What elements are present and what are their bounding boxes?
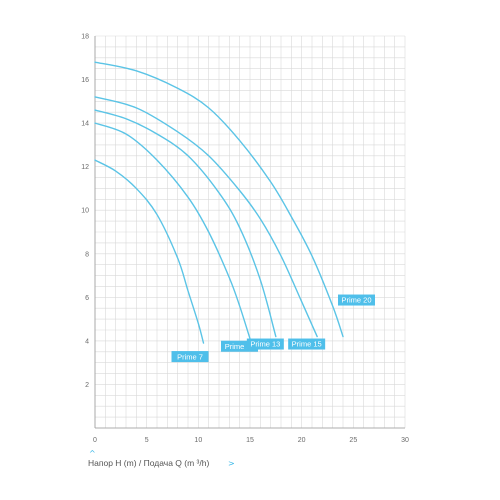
x-tick-label: 5: [145, 437, 149, 444]
series-label-box: [246, 338, 284, 350]
x-tick-label: 25: [349, 437, 357, 444]
grid: [94, 35, 406, 429]
series-label-box: [338, 294, 375, 306]
tick-labels: 0 5 10 15 20 25 30 2 4 6 8 10 12 14 16 18: [81, 34, 409, 445]
x-tick-label: 20: [298, 437, 306, 444]
series-line: [94, 109, 277, 338]
series-curves: [94, 61, 344, 344]
chevron-right-icon[interactable]: >: [228, 459, 235, 468]
y-tick-label: 12: [81, 164, 89, 171]
chevron-up-icon[interactable]: ^: [89, 449, 96, 458]
series-label: Prime 20: [341, 296, 371, 305]
x-tick-label: 10: [194, 437, 202, 444]
y-tick-label: 6: [85, 295, 89, 302]
y-tick-label: 14: [81, 121, 89, 128]
series-line: [94, 159, 205, 344]
y-tick-label: 18: [81, 34, 89, 41]
series-label: Prime 11: [225, 342, 254, 351]
y-tick-label: 4: [85, 338, 89, 345]
series-line: [94, 122, 251, 340]
series-label: Prime 7: [177, 352, 203, 361]
x-axis-label: Напор H (m) / Подача Q (m ³/h): [88, 458, 209, 468]
axes: [94, 36, 405, 429]
x-tick-label: 30: [401, 437, 409, 444]
series-label-box: [221, 340, 258, 352]
series-label-box: [288, 338, 326, 350]
y-tick-label: 16: [81, 77, 89, 84]
series-label-box: [171, 351, 209, 363]
x-tick-label: 15: [246, 437, 254, 444]
series-label: Prime 15: [292, 340, 322, 349]
y-tick-label: 8: [85, 251, 89, 258]
y-tick-label: 2: [85, 382, 89, 389]
series-line: [94, 96, 318, 338]
series-label: Prime 13: [250, 340, 280, 349]
series-line: [94, 61, 344, 338]
x-tick-label: 0: [93, 437, 97, 444]
y-tick-label: 10: [81, 208, 89, 215]
